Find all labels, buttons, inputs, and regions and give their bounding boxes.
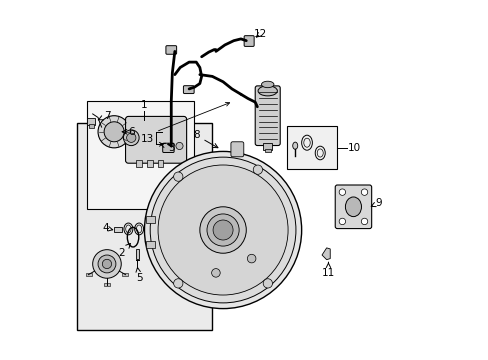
Text: 3: 3 (160, 143, 174, 153)
Circle shape (361, 189, 367, 195)
FancyBboxPatch shape (183, 86, 194, 94)
Circle shape (98, 116, 130, 148)
Text: 2: 2 (118, 243, 130, 258)
Circle shape (150, 157, 295, 303)
Bar (263, 143, 271, 150)
Circle shape (211, 269, 220, 277)
Bar (87, 102, 194, 208)
Bar (135, 249, 139, 259)
FancyBboxPatch shape (163, 143, 174, 153)
Circle shape (98, 255, 116, 273)
Circle shape (200, 207, 246, 253)
Circle shape (123, 130, 139, 145)
Bar (146, 241, 155, 248)
FancyBboxPatch shape (335, 185, 371, 229)
Circle shape (339, 189, 345, 195)
Bar (146, 216, 155, 223)
Text: 12: 12 (253, 28, 266, 39)
Circle shape (144, 152, 301, 309)
Text: 10: 10 (347, 143, 361, 153)
Circle shape (104, 122, 124, 142)
Bar (77, 123, 212, 330)
Ellipse shape (345, 197, 361, 217)
Bar (147, 159, 152, 167)
Bar (122, 273, 127, 276)
Ellipse shape (258, 86, 277, 96)
FancyBboxPatch shape (244, 36, 254, 46)
FancyBboxPatch shape (255, 86, 280, 145)
Ellipse shape (292, 142, 297, 149)
FancyBboxPatch shape (125, 116, 186, 163)
Circle shape (247, 254, 255, 263)
Circle shape (213, 220, 233, 240)
Polygon shape (322, 248, 329, 260)
Circle shape (173, 279, 183, 288)
Circle shape (253, 165, 262, 174)
Circle shape (158, 165, 287, 295)
Bar (157, 159, 163, 167)
Text: 13: 13 (141, 134, 154, 144)
Bar (114, 227, 122, 232)
Ellipse shape (261, 81, 273, 87)
FancyBboxPatch shape (165, 46, 176, 54)
Circle shape (102, 259, 111, 269)
Bar (89, 124, 94, 128)
Circle shape (361, 218, 367, 225)
Text: 1: 1 (141, 100, 147, 111)
Bar (104, 283, 110, 286)
Circle shape (339, 218, 345, 225)
Text: 8: 8 (193, 130, 218, 148)
Bar (87, 118, 95, 125)
Text: 9: 9 (370, 198, 381, 208)
Bar (264, 149, 270, 152)
Text: 4: 4 (102, 223, 113, 233)
Circle shape (93, 249, 121, 278)
Text: 5: 5 (136, 267, 142, 283)
Bar (136, 159, 142, 167)
Text: 6: 6 (122, 127, 135, 137)
Circle shape (176, 143, 183, 149)
Bar (86, 273, 92, 276)
Circle shape (126, 133, 136, 143)
FancyBboxPatch shape (230, 142, 244, 157)
Circle shape (173, 172, 183, 181)
Circle shape (263, 279, 272, 288)
Bar (287, 126, 337, 169)
Text: 7: 7 (98, 111, 110, 121)
Text: 11: 11 (321, 262, 334, 278)
Circle shape (206, 214, 239, 246)
